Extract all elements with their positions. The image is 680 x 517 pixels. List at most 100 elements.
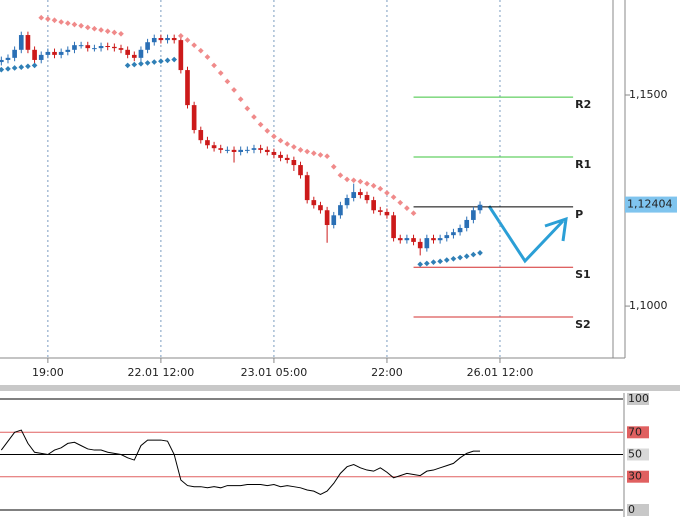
candle-body [52, 51, 57, 55]
candle-body [331, 215, 337, 226]
x-tick-label: 22:00 [371, 366, 403, 379]
candle-body [131, 54, 137, 58]
candle-body [391, 215, 396, 239]
sar-dot [64, 20, 71, 27]
candle-body [105, 46, 111, 48]
sar-dot [31, 62, 38, 69]
sar-dot [350, 177, 357, 184]
candle-body [92, 48, 97, 50]
y-tick-bg [627, 448, 649, 461]
candle-body [364, 195, 370, 201]
candle-body [138, 49, 144, 58]
candle-body [45, 51, 51, 55]
sar-dot [237, 96, 244, 103]
candle-body [112, 46, 117, 49]
sar-dot [457, 254, 463, 261]
sar-dot [424, 260, 430, 267]
y-tick-label: 0 [628, 503, 635, 516]
candle-body [158, 37, 164, 41]
sar-dot [18, 64, 25, 70]
candle-body [32, 49, 37, 60]
sar-dot [390, 194, 397, 200]
candle-body [377, 210, 383, 212]
x-tick-label: 22.01 12:00 [128, 366, 195, 379]
sar-dot [25, 63, 31, 70]
candle-body [231, 149, 237, 152]
sar-dot [231, 87, 237, 93]
y-tick-bg [627, 426, 649, 439]
candle-body [258, 148, 263, 150]
candle-body [304, 175, 310, 201]
x-tick-label: 26.01 12:00 [467, 366, 534, 379]
candle-body [218, 148, 224, 150]
y-tick-label: 70 [628, 425, 642, 438]
candle-body [151, 37, 157, 43]
sar-dot [450, 255, 457, 262]
candle-body [171, 37, 177, 41]
candle-body [225, 149, 230, 151]
candle-body [397, 238, 403, 241]
candle-body [318, 205, 323, 211]
sar-dot [211, 62, 217, 69]
sar-dot [337, 172, 344, 179]
candle-body [238, 149, 244, 152]
sar-dot [430, 259, 437, 265]
sar-dot [264, 128, 271, 134]
sar-dot [357, 178, 364, 185]
y-tick-bg [627, 504, 649, 517]
candle-body [145, 42, 150, 50]
candle-body [424, 238, 430, 249]
candle-body [191, 105, 197, 131]
candle-body [185, 70, 190, 106]
candle-body [0, 59, 4, 63]
candle-body [464, 219, 470, 228]
price-tag [625, 196, 677, 213]
candle-body [477, 204, 483, 211]
sar-dot [224, 78, 231, 85]
sar-dot [443, 257, 450, 263]
candle-body [165, 37, 170, 41]
y-tick-label: 100 [628, 392, 649, 405]
x-tick-label: 19:00 [32, 366, 64, 379]
sar-dot [271, 133, 277, 140]
candle-body [178, 40, 184, 71]
sar-dot [257, 121, 264, 128]
candle-body [198, 130, 204, 141]
candle-body [457, 227, 463, 233]
candle-body [211, 145, 217, 149]
candle-body [298, 165, 303, 176]
sar-dot [364, 180, 370, 187]
candle-body [384, 211, 390, 216]
candle-body [284, 157, 290, 161]
sar-dot [84, 24, 91, 31]
sar-dot [310, 150, 317, 157]
pivot-label: S1 [575, 268, 591, 281]
sar-dot [384, 190, 390, 196]
candle-body [324, 210, 330, 226]
candle-body [411, 238, 416, 242]
candle-body [451, 232, 456, 236]
candle-body [18, 35, 24, 50]
candle-body [431, 238, 436, 241]
candle-body [371, 200, 376, 211]
forecast-arrow [487, 205, 568, 264]
sar-dot [277, 137, 284, 144]
candle-body [98, 46, 104, 49]
candle-body [264, 149, 270, 152]
sar-dot [344, 176, 350, 183]
sar-dot [124, 62, 131, 69]
pane-separator [0, 385, 680, 391]
sar-dot [297, 147, 304, 153]
candle-body [25, 35, 31, 50]
candle-body [358, 192, 363, 196]
candle-body [118, 48, 124, 50]
pivot-label: P [575, 208, 583, 221]
pivot-label: R2 [575, 98, 591, 111]
pivot-label: R1 [575, 158, 591, 171]
sar-dot [417, 261, 424, 268]
candle-body [251, 148, 257, 150]
sar-dot [370, 182, 377, 189]
candle-body [72, 45, 77, 50]
